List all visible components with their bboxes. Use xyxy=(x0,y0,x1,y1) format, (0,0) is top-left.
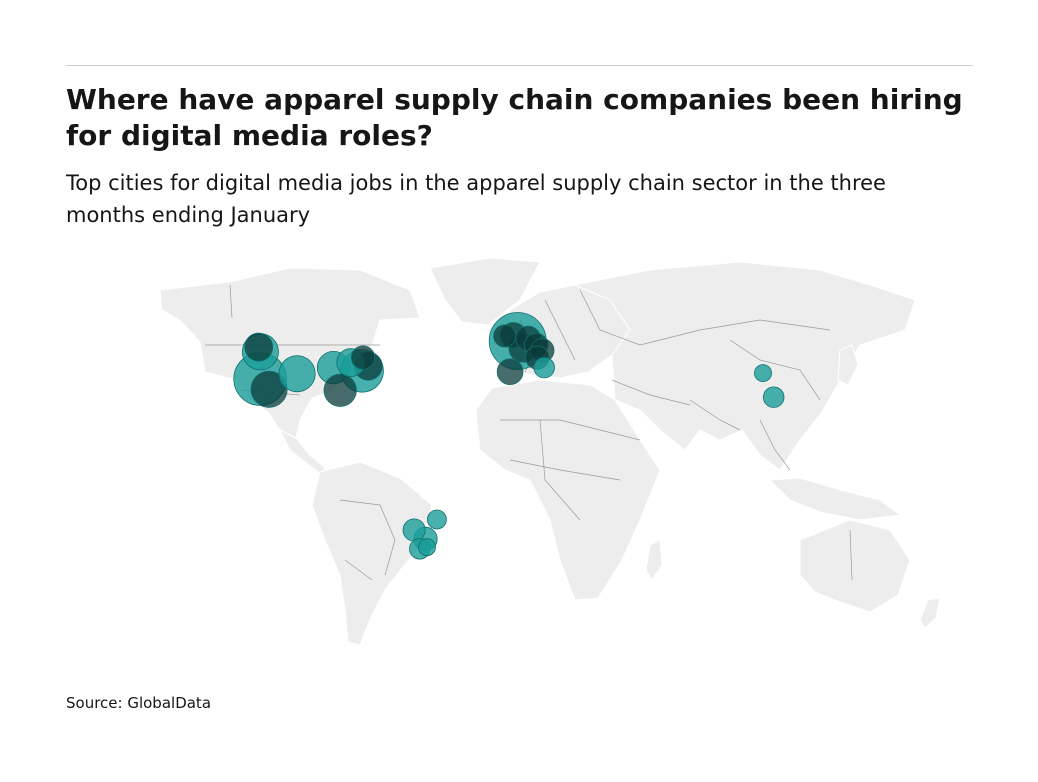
chart-title: Where have apparel supply chain companie… xyxy=(66,83,963,152)
border-australia xyxy=(849,529,853,581)
source-note: Source: GlobalData xyxy=(66,694,212,712)
border-layer xyxy=(205,284,853,581)
city-bubble-4 xyxy=(278,355,316,393)
city-bubble-23 xyxy=(426,509,447,530)
land-south-america xyxy=(311,461,433,646)
land-north-america xyxy=(159,267,421,439)
land-new-zealand xyxy=(919,597,941,629)
city-bubble-19 xyxy=(533,356,555,379)
city-bubble-21 xyxy=(754,364,772,383)
land-greenland xyxy=(429,257,541,326)
land-japan xyxy=(837,344,859,386)
border-brazil xyxy=(339,499,396,576)
border-russia xyxy=(579,289,831,346)
border-africa-3 xyxy=(509,459,621,481)
border-southeast-asia xyxy=(759,419,791,471)
city-bubble-13 xyxy=(496,358,524,386)
top-divider xyxy=(66,65,973,66)
border-africa-2 xyxy=(539,419,581,521)
border-argentina xyxy=(344,559,373,581)
land-madagascar xyxy=(645,539,663,581)
bubble-layer xyxy=(233,312,785,560)
land-layer xyxy=(159,257,941,646)
border-china xyxy=(729,339,821,401)
city-bubble-22 xyxy=(763,386,785,408)
land-southeast-asia xyxy=(768,477,902,521)
city-bubble-27 xyxy=(418,538,436,557)
border-africa-1 xyxy=(500,419,641,441)
city-bubble-3 xyxy=(244,332,274,362)
land-africa xyxy=(475,379,661,601)
land-central-america xyxy=(278,428,326,476)
chart-subtitle: Top cities for digital media jobs in the… xyxy=(66,171,886,227)
city-bubble-25 xyxy=(402,518,426,542)
border-alaska xyxy=(229,284,233,319)
land-australia xyxy=(799,519,911,613)
city-bubble-10 xyxy=(350,345,376,370)
border-india xyxy=(689,399,741,431)
city-bubble-7 xyxy=(323,373,357,407)
border-europe-2 xyxy=(544,299,576,361)
border-middle-east xyxy=(611,379,691,406)
city-bubble-20 xyxy=(493,324,517,348)
land-asia xyxy=(573,261,916,471)
